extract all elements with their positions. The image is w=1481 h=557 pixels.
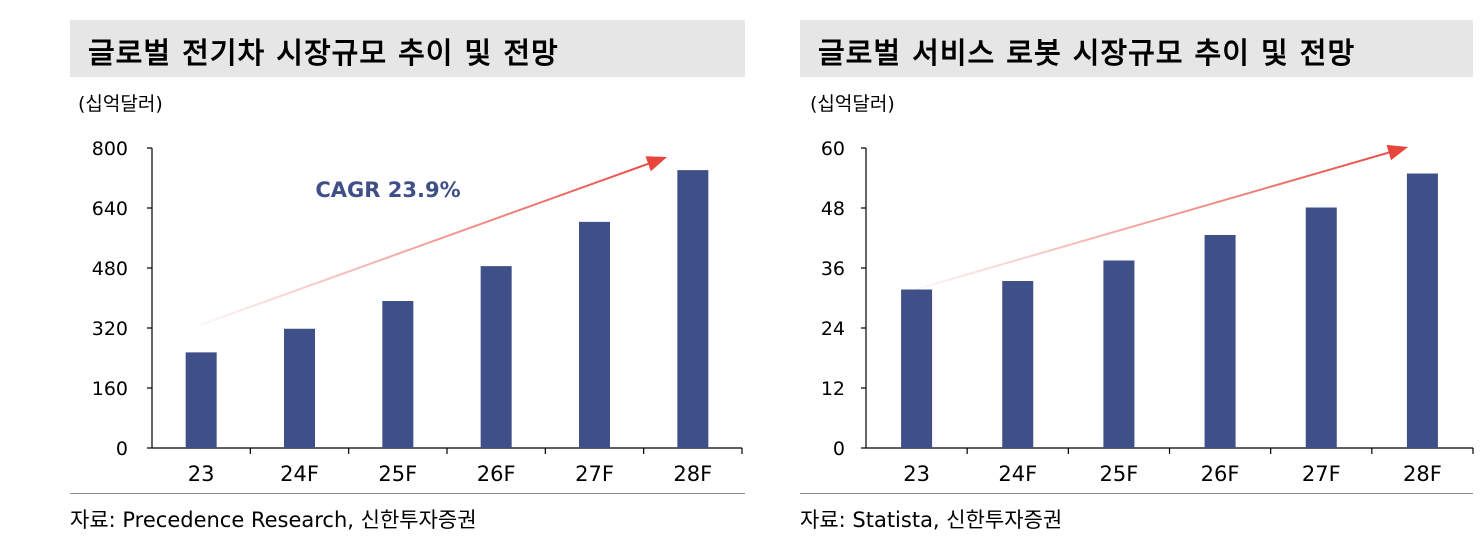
bar (284, 328, 315, 448)
unit-label: (십억달러) (78, 93, 163, 115)
source-divider (70, 493, 745, 494)
y-tick-label: 24 (821, 318, 845, 340)
trend-arrow-head (645, 156, 667, 172)
y-tick-label: 320 (92, 318, 128, 340)
x-tick-label: 23 (903, 462, 930, 486)
x-tick-label: 25F (378, 462, 417, 486)
ev-market-panel: 글로벌 전기차 시장규모 추이 및 전망 (십억달러) 0 160 320 480 64… (70, 20, 745, 532)
y-tick-label: 160 (92, 378, 128, 400)
x-tick-label: 28F (1403, 462, 1442, 486)
x-tick-label: 27F (575, 462, 614, 486)
source-note: 자료: Precedence Research, 신한투자증권 (70, 508, 477, 532)
unit-label: (십억달러) (810, 93, 895, 115)
bar (1406, 173, 1438, 448)
ev-market-bar-chart: 0 160 320 480 640 800 23 24F 25F 26F 27F 28F CAGR 23… (92, 138, 743, 486)
chart-title: 글로벌 서비스 로봇 시장규모 추이 및 전망 (818, 36, 1356, 70)
bar (382, 301, 414, 448)
x-tick-label: 26F (477, 462, 516, 486)
x-tick-label: 25F (1100, 462, 1139, 486)
bar (185, 352, 217, 448)
x-tick-label: 24F (280, 462, 319, 486)
chart-title: 글로벌 전기차 시장규모 추이 및 전망 (88, 36, 559, 70)
bar (901, 289, 933, 448)
bar (1204, 235, 1236, 448)
chart-title-bar: 글로벌 전기차 시장규모 추이 및 전망 (70, 20, 745, 77)
bar (677, 170, 709, 448)
bar (1002, 281, 1034, 448)
y-tick-label: 48 (821, 198, 845, 220)
source-note: 자료: Statista, 신한투자증권 (800, 508, 1063, 532)
cagr-annotation: CAGR 23.9% (315, 178, 460, 202)
y-tick-label: 0 (833, 438, 845, 460)
source-divider (800, 493, 1473, 494)
y-tick-label: 640 (92, 198, 128, 220)
bar (1305, 207, 1337, 448)
x-tick-label: 28F (673, 462, 712, 486)
chart-title-bar: 글로벌 서비스 로봇 시장규모 추이 및 전망 (800, 20, 1473, 77)
x-tick-label: 27F (1302, 462, 1341, 486)
trend-arrow-line (199, 162, 649, 326)
y-tick-label: 480 (92, 258, 128, 280)
y-tick-label: 12 (821, 378, 845, 400)
x-tick-label: 24F (998, 462, 1037, 486)
x-tick-label: 23 (188, 462, 215, 486)
y-tick-label: 0 (116, 438, 128, 460)
trend-arrow-head (1386, 144, 1408, 161)
trend-arrow-line (916, 151, 1390, 290)
bar (579, 221, 610, 448)
x-tick-label: 26F (1201, 462, 1240, 486)
service-robot-market-bar-chart: 0 12 24 36 48 60 23 24F 25F 26F 27F 28F (821, 138, 1474, 486)
y-tick-label: 800 (92, 138, 128, 160)
bar (480, 266, 512, 448)
service-robot-market-panel: 글로벌 서비스 로봇 시장규모 추이 및 전망 (십억달러) 0 12 24 36 48… (800, 0, 1481, 557)
bar (1103, 260, 1135, 448)
y-tick-label: 60 (821, 138, 845, 160)
y-tick-label: 36 (821, 258, 845, 280)
